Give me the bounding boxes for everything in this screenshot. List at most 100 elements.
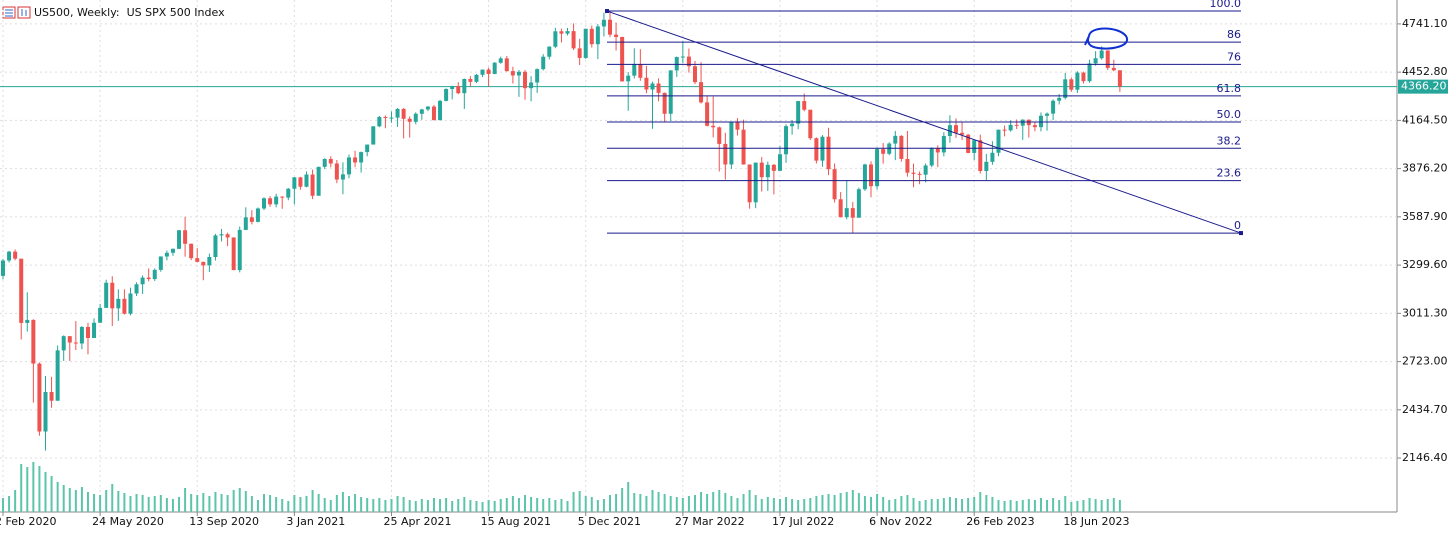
candle-body	[158, 256, 163, 270]
candle-body	[456, 86, 461, 94]
volume-bar	[815, 496, 818, 512]
volume-bar	[360, 497, 363, 512]
x-tick-label: 6 Nov 2022	[869, 515, 932, 528]
volume-bar	[2, 498, 4, 512]
candle-body	[862, 164, 867, 190]
volume-bar	[366, 498, 369, 512]
volume-bar	[275, 497, 278, 512]
volume-bar	[657, 492, 660, 512]
volume-bar	[44, 472, 47, 512]
candle-body	[875, 149, 880, 187]
volume-bar	[323, 498, 326, 512]
candle-body	[510, 71, 515, 76]
volume-bar	[693, 495, 696, 512]
y-tick-label: 3011.30	[1402, 306, 1448, 319]
candle-body	[1117, 70, 1122, 87]
candle-body	[656, 83, 661, 93]
volume-bar	[742, 494, 745, 512]
volume-bar	[888, 500, 891, 512]
candle-body	[747, 164, 752, 203]
candle-body	[1111, 67, 1116, 71]
candle-body	[164, 252, 169, 257]
volume-bar	[214, 492, 217, 512]
volume-bar	[936, 499, 939, 512]
volume-bar	[985, 495, 988, 512]
candle-body	[644, 77, 649, 90]
candle-body	[808, 109, 813, 139]
candle-body	[516, 71, 521, 76]
volume-bar	[1039, 498, 1042, 512]
volume-bar	[839, 493, 842, 512]
candle-body	[1093, 58, 1098, 64]
volume-bar	[487, 500, 490, 512]
volume-bar	[269, 495, 272, 512]
volume-bar	[633, 493, 636, 512]
volume-bar	[38, 466, 41, 512]
candle-body	[650, 83, 655, 90]
candle-body	[668, 70, 673, 114]
volume-bar	[202, 493, 205, 512]
volume-bar	[1009, 500, 1012, 512]
volume-bar	[760, 499, 763, 512]
volume-bar	[432, 498, 435, 512]
volume-bar	[1033, 500, 1036, 512]
candle-body	[784, 126, 789, 155]
volume-bar	[542, 499, 545, 512]
volume-bar	[305, 496, 308, 512]
candle-body	[1020, 119, 1025, 126]
volume-bar	[335, 495, 338, 512]
candle-body	[195, 258, 200, 262]
volume-bar	[700, 492, 703, 512]
volume-bar	[445, 498, 448, 512]
volume-bar	[238, 488, 241, 512]
candle-body	[286, 188, 291, 198]
volume-bar	[961, 499, 964, 512]
volume-bar	[123, 493, 126, 512]
candle-body	[98, 307, 103, 323]
candle-body	[438, 100, 443, 121]
volume-bar	[244, 491, 247, 512]
volume-bar	[68, 488, 71, 512]
candle-body	[856, 189, 861, 218]
volume-bar	[111, 484, 114, 512]
volume-bar	[584, 496, 587, 512]
volume-bar	[1052, 498, 1055, 512]
candle-body	[419, 109, 424, 114]
fib-level-label: 61.8	[1217, 82, 1242, 95]
volume-bar	[997, 500, 1000, 512]
candle-body	[565, 31, 570, 34]
candle-body	[49, 392, 54, 401]
candle-body	[541, 56, 546, 70]
volume-bar	[384, 500, 387, 512]
y-tick-label: 2723.00	[1402, 355, 1448, 368]
volume-bar	[99, 495, 102, 512]
candle-body	[723, 143, 728, 165]
volume-bar	[184, 488, 187, 512]
y-tick-label: 4741.10	[1402, 17, 1448, 30]
candle-body	[1008, 124, 1013, 131]
candle-body	[589, 28, 594, 45]
volume-bar	[912, 498, 915, 512]
candle-body	[923, 165, 928, 175]
volume-bar	[651, 490, 654, 512]
candle-body	[638, 64, 643, 78]
volume-bar	[232, 490, 235, 512]
candle-body	[881, 149, 886, 154]
volume-bar	[372, 499, 375, 512]
volume-bar	[1082, 500, 1085, 512]
volume-bar	[208, 496, 211, 512]
candle-body	[601, 19, 606, 27]
candle-body	[310, 174, 315, 196]
volume-bar	[627, 482, 630, 512]
candle-body	[911, 172, 916, 174]
volume-bar	[560, 499, 563, 512]
candle-body	[43, 392, 48, 432]
candle-body	[966, 134, 971, 153]
x-tick-label: 25 Apr 2021	[383, 515, 451, 528]
candle-body	[972, 140, 977, 153]
volume-bar	[469, 500, 472, 512]
candle-body	[777, 154, 782, 171]
candle-body	[529, 82, 534, 89]
candle-body	[504, 58, 509, 72]
candle-body	[346, 157, 351, 175]
